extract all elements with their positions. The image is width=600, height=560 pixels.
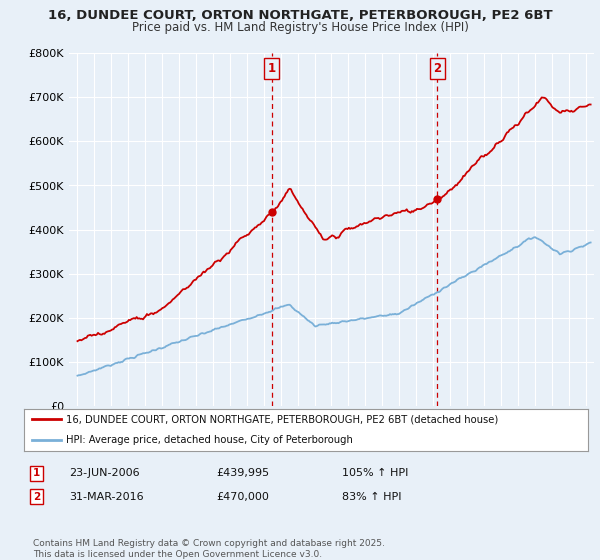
- Text: £439,995: £439,995: [216, 468, 269, 478]
- Text: 2: 2: [433, 62, 442, 75]
- Text: 1: 1: [33, 468, 40, 478]
- Text: 1: 1: [268, 62, 276, 75]
- Text: 83% ↑ HPI: 83% ↑ HPI: [342, 492, 401, 502]
- Text: 16, DUNDEE COURT, ORTON NORTHGATE, PETERBOROUGH, PE2 6BT: 16, DUNDEE COURT, ORTON NORTHGATE, PETER…: [47, 9, 553, 22]
- Text: Contains HM Land Registry data © Crown copyright and database right 2025.
This d: Contains HM Land Registry data © Crown c…: [33, 539, 385, 559]
- Text: £470,000: £470,000: [216, 492, 269, 502]
- Text: 105% ↑ HPI: 105% ↑ HPI: [342, 468, 409, 478]
- Text: Price paid vs. HM Land Registry's House Price Index (HPI): Price paid vs. HM Land Registry's House …: [131, 21, 469, 34]
- Text: 16, DUNDEE COURT, ORTON NORTHGATE, PETERBOROUGH, PE2 6BT (detached house): 16, DUNDEE COURT, ORTON NORTHGATE, PETER…: [66, 414, 499, 424]
- Text: 2: 2: [33, 492, 40, 502]
- Text: 31-MAR-2016: 31-MAR-2016: [69, 492, 143, 502]
- Text: HPI: Average price, detached house, City of Peterborough: HPI: Average price, detached house, City…: [66, 435, 353, 445]
- Text: 23-JUN-2006: 23-JUN-2006: [69, 468, 140, 478]
